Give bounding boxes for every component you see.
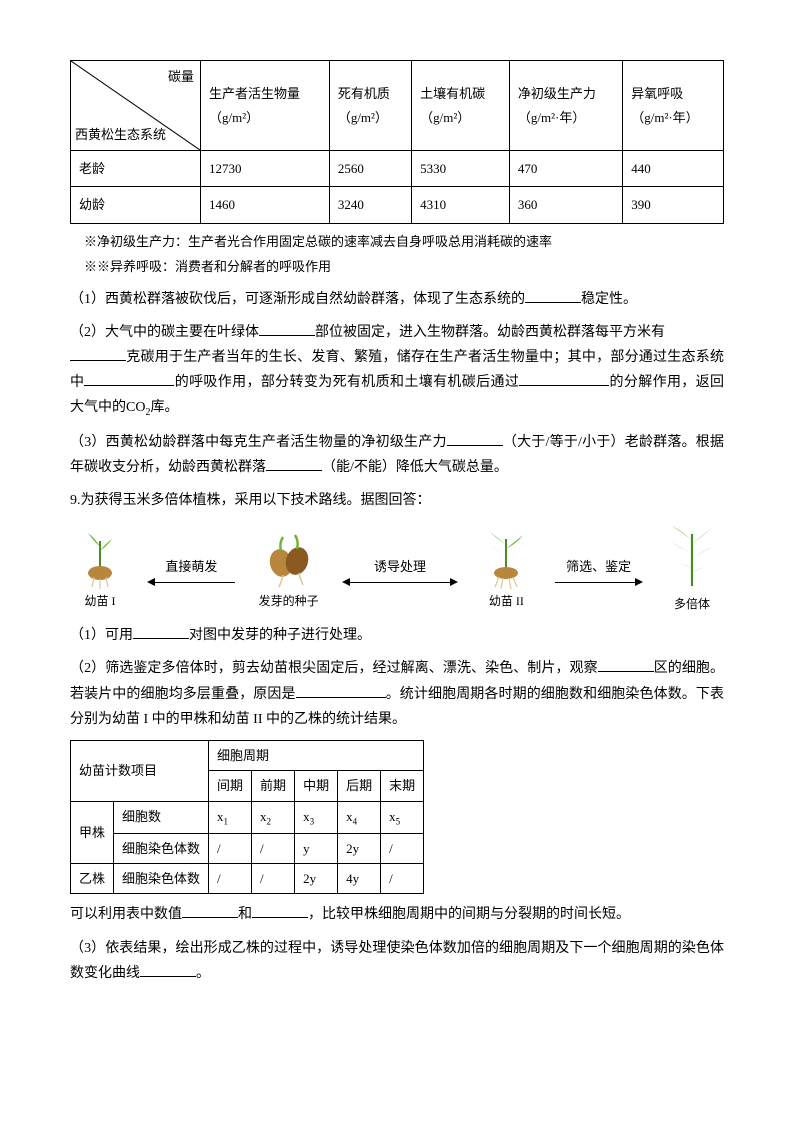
phase-col: 后期 <box>338 771 381 801</box>
cell-cycle-table: 幼苗计数项目 细胞周期 间期 前期 中期 后期 末期 甲株 细胞数 x1 x2 … <box>70 740 424 894</box>
blank <box>133 625 189 639</box>
table-row: 甲株 细胞数 x1 x2 x3 x4 x5 <box>71 801 424 833</box>
sub-label: 细胞染色体数 <box>114 833 209 863</box>
phase-col: 前期 <box>252 771 295 801</box>
table-row: 乙株 细胞染色体数 / / 2y 4y / <box>71 863 424 893</box>
col-header: 土壤有机碳（g/m²） <box>412 61 510 151</box>
diagram-label: 幼苗 I <box>85 591 116 613</box>
hdr-cycle: 细胞周期 <box>209 741 424 771</box>
sub-label: 细胞染色体数 <box>114 863 209 893</box>
blank <box>598 658 654 672</box>
blank <box>519 372 609 386</box>
row-label: 乙株 <box>71 863 114 893</box>
question-9-1: （1）可用对图中发芽的种子进行处理。 <box>70 623 724 648</box>
cell: x3 <box>295 801 338 833</box>
cell: 12730 <box>201 151 330 187</box>
blank <box>447 432 503 446</box>
cell: / <box>209 863 252 893</box>
blank <box>140 963 196 977</box>
phase-col: 末期 <box>381 771 424 801</box>
blank <box>182 904 238 918</box>
arrow-induce: 诱导处理 <box>342 555 458 586</box>
diag-header: 碳量 西黄松生态系统 <box>71 61 201 151</box>
cell: 2y <box>338 833 381 863</box>
blank <box>70 347 126 361</box>
cell: 1460 <box>201 187 330 223</box>
cell: / <box>381 863 424 893</box>
diagram-label: 发芽的种子 <box>259 591 319 613</box>
cell: / <box>209 833 252 863</box>
cell: 2y <box>295 863 338 893</box>
cell: 3240 <box>329 187 411 223</box>
cell: 360 <box>509 187 622 223</box>
diagram-label: 幼苗 II <box>489 591 524 613</box>
col-header: 净初级生产力（g/m²·年） <box>509 61 622 151</box>
question-1-1: （1）西黄松群落被砍伐后，可逐渐形成自然幼龄群落，体现了生态系统的稳定性。 <box>70 287 724 312</box>
hdr-item: 幼苗计数项目 <box>71 741 209 802</box>
cell: / <box>252 863 295 893</box>
diag-bottom-label: 西黄松生态系统 <box>75 123 166 146</box>
arrow-screen: 筛选、鉴定 <box>555 555 643 586</box>
blank <box>266 457 322 471</box>
cell: x5 <box>381 801 424 833</box>
cell: x1 <box>209 801 252 833</box>
blank <box>84 372 174 386</box>
polyploid-icon: 多倍体 <box>666 526 718 616</box>
question-1-2: （2）大气中的碳主要在叶绿体部位被固定，进入生物群落。幼龄西黄松群落每平方米有 … <box>70 320 724 422</box>
carbon-table: 碳量 西黄松生态系统 生产者活生物量（g/m²） 死有机质（g/m²） 土壤有机… <box>70 60 724 224</box>
cell: 5330 <box>412 151 510 187</box>
diagram-label: 多倍体 <box>674 594 710 616</box>
blank <box>259 322 315 336</box>
blank <box>252 904 308 918</box>
blank <box>296 684 386 698</box>
germinated-seed-icon: 发芽的种子 <box>259 529 319 613</box>
table-row: 幼龄 1460 3240 4310 360 390 <box>71 187 724 223</box>
col-header: 死有机质（g/m²） <box>329 61 411 151</box>
arrow-label: 直接萌发 <box>165 555 217 578</box>
arrow-label: 筛选、鉴定 <box>566 555 631 578</box>
table-note-1: ※净初级生产力：生产者光合作用固定总碳的速率减去自身呼吸总用消耗碳的速率 <box>84 230 724 253</box>
cell: 4y <box>338 863 381 893</box>
cell: 440 <box>623 151 724 187</box>
table-row: 老龄 12730 2560 5330 470 440 <box>71 151 724 187</box>
arrow-label: 诱导处理 <box>374 555 426 578</box>
cell: x2 <box>252 801 295 833</box>
row-label: 甲株 <box>71 801 114 863</box>
arrow-germinate: 直接萌发 <box>147 555 235 586</box>
blank <box>525 289 581 303</box>
process-diagram: 幼苗 I 直接萌发 发芽的种子 诱导处理 幼苗 II 筛选、鉴定 <box>70 526 724 616</box>
cell: 4310 <box>412 187 510 223</box>
table-row: 细胞染色体数 / / y 2y / <box>71 833 424 863</box>
question-9-2: （2）筛选鉴定多倍体时，剪去幼苗根尖固定后，经过解离、漂洗、染色、制片，观察区的… <box>70 656 724 732</box>
question-9-3: （3）依表结果，绘出形成乙株的过程中，诱导处理使染色体数加倍的细胞周期及下一个细… <box>70 936 724 986</box>
row-label: 老龄 <box>71 151 201 187</box>
diag-top-label: 碳量 <box>168 65 194 88</box>
question-9-table-followup: 可以利用表中数值和，比较甲株细胞周期中的间期与分裂期的时间长短。 <box>70 902 724 927</box>
seedling-2-icon: 幼苗 II <box>481 529 531 613</box>
phase-col: 中期 <box>295 771 338 801</box>
seedling-1-icon: 幼苗 I <box>76 529 124 613</box>
cell: 470 <box>509 151 622 187</box>
col-header: 生产者活生物量（g/m²） <box>201 61 330 151</box>
cell: x4 <box>338 801 381 833</box>
cell: 2560 <box>329 151 411 187</box>
row-label: 幼龄 <box>71 187 201 223</box>
col-header: 异氧呼吸（g/m²·年） <box>623 61 724 151</box>
cell: y <box>295 833 338 863</box>
sub-label: 细胞数 <box>114 801 209 833</box>
phase-col: 间期 <box>209 771 252 801</box>
cell: 390 <box>623 187 724 223</box>
question-9-intro: 9.为获得玉米多倍体植株，采用以下技术路线。据图回答： <box>70 488 724 513</box>
table-note-2: ※※异养呼吸：消费者和分解者的呼吸作用 <box>84 255 724 278</box>
cell: / <box>252 833 295 863</box>
cell: / <box>381 833 424 863</box>
question-1-3: （3）西黄松幼龄群落中每克生产者活生物量的净初级生产力（大于/等于/小于）老龄群… <box>70 430 724 480</box>
